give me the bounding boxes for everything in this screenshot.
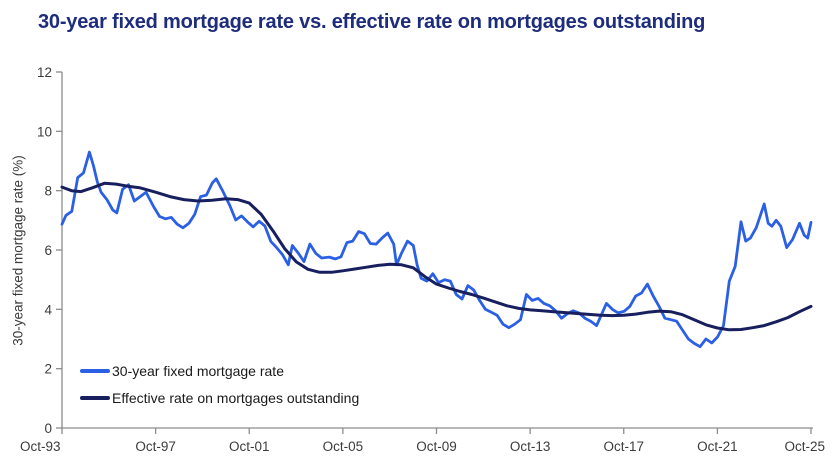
y-tick-label: 8 <box>44 184 52 199</box>
y-tick-label: 2 <box>44 362 52 377</box>
x-tick-label: Oct-01 <box>229 439 270 454</box>
x-tick-label: Oct-93 <box>20 439 61 454</box>
chart-title: 30-year fixed mortgage rate vs. effectiv… <box>38 11 706 33</box>
x-tick-label: Oct-17 <box>603 439 644 454</box>
x-tick-label: Oct-25 <box>784 439 825 454</box>
x-tick-label: Oct-97 <box>135 439 176 454</box>
fixed-rate-line <box>60 150 813 349</box>
x-tick-label: Oct-13 <box>510 439 551 454</box>
legend-item-effective-rate: Effective rate on mortgages outstanding <box>80 390 359 406</box>
fixed-rate-line-swatch-icon <box>80 369 110 373</box>
y-tick-label: 4 <box>44 302 52 317</box>
effective-rate-line-swatch-icon <box>80 396 110 400</box>
legend: 30-year fixed mortgage rate Effective ra… <box>80 363 359 406</box>
y-tick-label: 0 <box>44 421 52 436</box>
legend-label-fixed-rate: 30-year fixed mortgage rate <box>112 363 284 379</box>
x-tick-label: Oct-09 <box>416 439 457 454</box>
legend-label-effective-rate: Effective rate on mortgages outstanding <box>112 390 360 406</box>
effective-rate-line <box>60 181 813 332</box>
legend-item-fixed-rate: 30-year fixed mortgage rate <box>80 363 359 379</box>
y-tick-label: 10 <box>37 124 52 139</box>
y-tick-label: 12 <box>37 65 52 80</box>
x-tick-label: Oct-21 <box>697 439 738 454</box>
y-tick-label: 6 <box>44 243 52 258</box>
y-axis-title: 30-year fixed mortgage rate (%) <box>10 155 26 346</box>
x-tick-label: Oct-05 <box>323 439 364 454</box>
